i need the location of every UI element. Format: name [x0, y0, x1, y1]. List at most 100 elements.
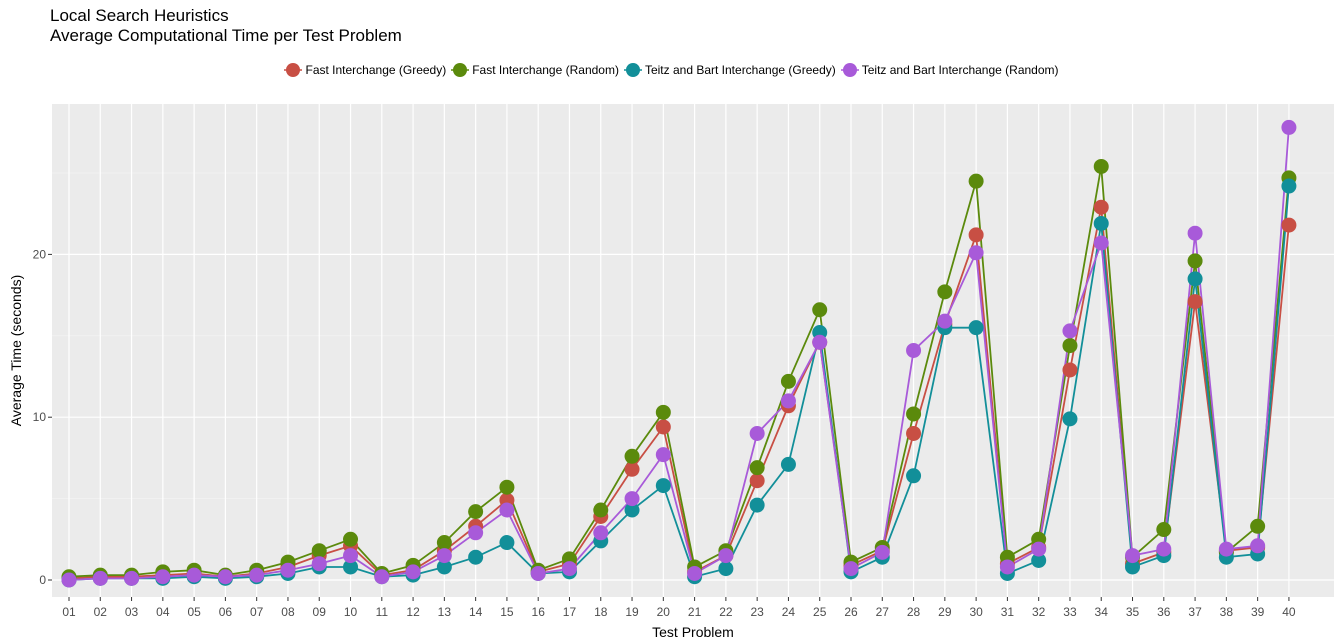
- data-point: [249, 567, 265, 583]
- chart-title-line2: Average Computational Time per Test Prob…: [50, 26, 402, 45]
- data-point: [968, 227, 984, 243]
- data-point: [812, 302, 828, 318]
- x-tick-label: 17: [563, 605, 577, 619]
- data-point: [1031, 552, 1047, 568]
- data-point: [1062, 411, 1078, 427]
- data-point: [1093, 215, 1109, 231]
- x-tick-label: 12: [406, 605, 420, 619]
- x-tick-label: 10: [344, 605, 358, 619]
- x-tick-label: 32: [1032, 605, 1046, 619]
- x-tick-label: 36: [1157, 605, 1171, 619]
- data-point: [655, 447, 671, 463]
- x-tick-label: 15: [500, 605, 514, 619]
- legend-item-fast-greedy: Fast Interchange (Greedy): [283, 60, 448, 80]
- legend-key-fast-greedy: [283, 60, 303, 80]
- y-tick-label: 20: [33, 247, 47, 261]
- x-tick-label: 08: [281, 605, 295, 619]
- x-tick-label: 24: [782, 605, 796, 619]
- data-point: [155, 569, 171, 585]
- x-tick-label: 40: [1282, 605, 1296, 619]
- x-tick-label: 02: [94, 605, 108, 619]
- x-tick-label: 29: [938, 605, 952, 619]
- data-point: [749, 497, 765, 513]
- data-point: [1187, 253, 1203, 269]
- x-tick-label: 35: [1126, 605, 1140, 619]
- data-point: [405, 564, 421, 580]
- data-point: [436, 559, 452, 575]
- x-tick-label: 14: [469, 605, 483, 619]
- data-point: [968, 320, 984, 336]
- data-point: [655, 478, 671, 494]
- data-point: [749, 473, 765, 489]
- x-tick-label: 27: [876, 605, 890, 619]
- data-point: [749, 425, 765, 441]
- x-tick-label: 13: [438, 605, 452, 619]
- data-point: [1281, 119, 1297, 135]
- data-point: [968, 245, 984, 261]
- data-point: [906, 425, 922, 441]
- x-tick-label: 05: [187, 605, 201, 619]
- data-point: [499, 535, 515, 551]
- data-point: [906, 406, 922, 422]
- chart-title-line1: Local Search Heuristics: [50, 6, 229, 25]
- data-point: [1250, 538, 1266, 554]
- x-tick-label: 20: [657, 605, 671, 619]
- data-point: [311, 543, 327, 559]
- legend-key-tb-greedy: [623, 60, 643, 80]
- x-tick-label: 03: [125, 605, 139, 619]
- plot-panel: [52, 104, 1334, 597]
- data-point: [1218, 541, 1234, 557]
- data-point: [343, 531, 359, 547]
- data-point: [374, 569, 390, 585]
- data-point: [906, 342, 922, 358]
- x-tick-label: 21: [688, 605, 702, 619]
- x-tick-label: 07: [250, 605, 264, 619]
- series-line-3: [68, 127, 1290, 581]
- y-tick-label: 0: [39, 573, 46, 587]
- x-tick-label: 26: [844, 605, 858, 619]
- data-point: [280, 562, 296, 578]
- data-point: [937, 284, 953, 300]
- x-tick-label: 30: [969, 605, 983, 619]
- data-point: [1281, 217, 1297, 233]
- data-point: [217, 569, 233, 585]
- x-tick-label: 37: [1188, 605, 1202, 619]
- data-point: [561, 561, 577, 577]
- legend-label-tb-random: Teitz and Bart Interchange (Random): [861, 63, 1059, 77]
- x-tick-label: 23: [750, 605, 764, 619]
- x-tick-label: 39: [1251, 605, 1265, 619]
- data-point: [1125, 548, 1141, 564]
- x-tick-label: 31: [1001, 605, 1015, 619]
- data-point: [1062, 362, 1078, 378]
- data-point: [812, 334, 828, 350]
- data-point: [780, 373, 796, 389]
- data-point: [1187, 294, 1203, 310]
- chart-title: Local Search Heuristics Average Computat…: [50, 6, 402, 46]
- data-point: [1062, 323, 1078, 339]
- data-point: [937, 313, 953, 329]
- data-point: [1250, 518, 1266, 534]
- x-tick-label: 28: [907, 605, 921, 619]
- x-tick-label: 38: [1220, 605, 1234, 619]
- data-point: [843, 561, 859, 577]
- data-point: [1093, 158, 1109, 174]
- y-tick-label: 10: [33, 410, 47, 424]
- legend-label-tb-greedy: Teitz and Bart Interchange (Greedy): [644, 63, 836, 77]
- x-axis-title: Test Problem: [652, 624, 734, 640]
- legend-key-tb-random: [840, 60, 860, 80]
- data-point: [968, 173, 984, 189]
- x-tick-label: 11: [376, 605, 389, 619]
- data-point: [780, 393, 796, 409]
- data-point: [436, 535, 452, 551]
- data-point: [624, 491, 640, 507]
- data-point: [624, 461, 640, 477]
- data-point: [436, 548, 452, 564]
- legend-label-fast-random: Fast Interchange (Random): [472, 63, 619, 77]
- y-axis-title: Average Time (seconds): [8, 275, 24, 426]
- data-point: [1093, 235, 1109, 251]
- data-point: [92, 570, 108, 586]
- data-point: [906, 468, 922, 484]
- legend-item-fast-random: Fast Interchange (Random): [450, 60, 621, 80]
- data-point: [468, 525, 484, 541]
